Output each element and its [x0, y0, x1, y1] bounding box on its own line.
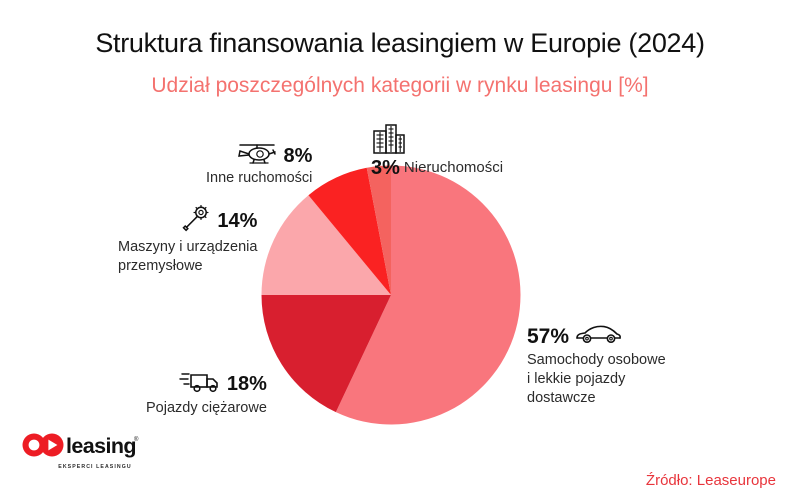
chart-subtitle: Udział poszczególnych kategorii w rynku … — [151, 74, 649, 97]
svg-text:leasing: leasing — [66, 434, 136, 458]
logo-tagline: EKSPERCI LEASINGU — [58, 464, 132, 470]
gear-wrench-icon — [182, 203, 212, 238]
callout-label-line-2: przemysłowe — [118, 258, 203, 275]
callout-nieruchomosci: 3% Nieruchomości — [371, 122, 503, 178]
brand-logo[interactable]: leasing ® EKSPERCI LEASINGU — [22, 432, 142, 470]
pie-slice — [308, 167, 391, 295]
pie-slice — [261, 195, 391, 295]
callout-samochody-osobowe: 57% Samochody osobowe i lekkie pojazdy d… — [527, 322, 666, 408]
page-title: Struktura finansowania leasingiem w Euro… — [95, 28, 705, 58]
callout-percent: 3% — [371, 157, 400, 179]
buildings-icon — [371, 122, 407, 159]
callout-percent: 8% — [283, 144, 313, 167]
callout-label: Inne ruchomości — [206, 170, 313, 186]
callout-inne-ruchomosci: 8% Inne ruchomości — [206, 142, 312, 188]
pie-chart — [261, 165, 521, 425]
pie-slice — [261, 295, 391, 413]
pie-slice — [335, 165, 521, 425]
pie-slice — [366, 165, 391, 295]
source-note: Źródło: Leaseurope — [645, 472, 776, 489]
callout-label: Nieruchomości — [403, 159, 504, 177]
truck-icon — [178, 368, 222, 399]
callout-label-line-2: i lekkie pojazdy — [527, 371, 626, 388]
callout-percent: 18% — [226, 372, 267, 395]
callout-label-line-1: Samochody osobowe — [527, 352, 666, 368]
go-leasing-logo-mark: leasing ® — [22, 433, 139, 458]
pie-slice-group — [261, 165, 521, 425]
car-icon — [574, 322, 622, 351]
callout-pojazdy-ciezarowe: 18% Pojazdy ciężarowe — [146, 368, 267, 418]
callout-label: Pojazdy ciężarowe — [146, 400, 267, 416]
pie-chart-svg — [261, 165, 521, 425]
callout-percent: 57% — [527, 325, 570, 348]
callout-label-line-3: dostawcze — [527, 390, 596, 407]
callout-maszyny: 14% Maszyny i urządzenia przemysłowe — [118, 203, 257, 276]
callout-label-line-1: Maszyny i urządzenia — [118, 239, 258, 255]
helicopter-icon — [236, 142, 278, 169]
svg-text:®: ® — [134, 436, 139, 443]
callout-percent: 14% — [217, 209, 258, 232]
